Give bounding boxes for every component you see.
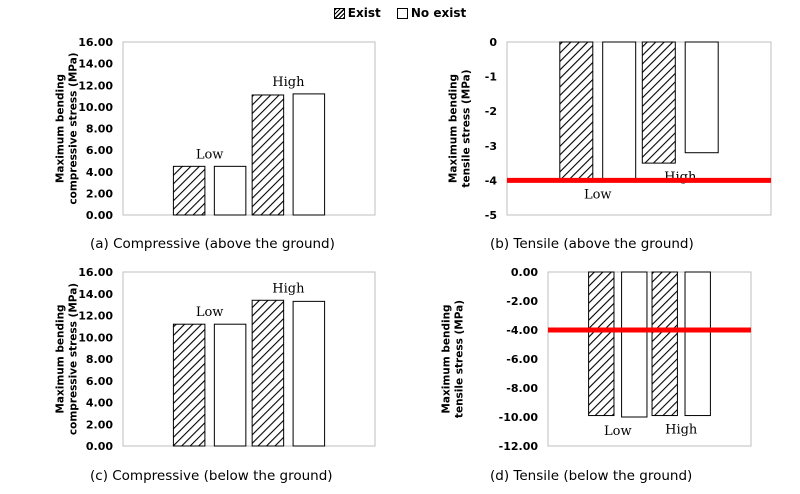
y-tick-label-d: -8.00 — [506, 382, 538, 395]
legend-swatch-plain — [396, 7, 408, 19]
caption-a: (a) Compressive (above the ground) — [90, 236, 335, 252]
y-tick-label-a: 4.00 — [86, 166, 113, 179]
legend-swatch-hatched — [333, 7, 345, 19]
bar-b-high-no-exist — [684, 41, 719, 154]
chart-panel-b: 0 -1 -2 -3 -4 -5 Maximum bendingtensile stress… — [448, 36, 772, 222]
y-tick-label-a: 14.00 — [78, 58, 113, 71]
y-tick-label-a: 0.00 — [86, 209, 113, 222]
bar-c-high-exist — [251, 299, 285, 447]
plot-area-b — [506, 41, 772, 216]
y-tick-label-c: 0.00 — [86, 440, 113, 453]
category-label-d-low: Low — [604, 424, 632, 439]
y-tick-label-a: 16.00 — [78, 36, 113, 49]
y-axis-label-c: Maximum bendingcompressive stress (MPa) — [55, 283, 80, 435]
legend-label-exist: Exist — [347, 6, 381, 20]
bar-a-low-no-exist — [213, 165, 247, 216]
y-axis-label-b: Maximum bendingtensile stress (MPa) — [448, 69, 473, 187]
y-tick-label-b: -5 — [485, 209, 497, 222]
y-axis-label-d: Maximum bendingtensile stress (MPa) — [441, 300, 466, 418]
y-tick-label-c: 16.00 — [78, 266, 113, 279]
y-tick-label-b: -2 — [485, 105, 497, 118]
y-tick-label-c: 4.00 — [86, 397, 113, 410]
category-label-c-high: High — [272, 281, 305, 296]
y-tick-label-d: 0.00 — [511, 266, 538, 279]
category-label-a-low: Low — [196, 147, 224, 162]
plot-area-d — [547, 271, 752, 447]
y-tick-label-b: -4 — [485, 174, 498, 187]
bar-d-high-exist — [651, 271, 678, 417]
bar-c-low-no-exist — [213, 323, 247, 447]
plot-area-c — [122, 271, 376, 447]
bar-a-high-no-exist — [292, 93, 326, 216]
category-label-a-high: High — [272, 75, 305, 90]
y-tick-label-c: 10.00 — [78, 331, 113, 344]
y-tick-label-a: 8.00 — [86, 123, 113, 136]
y-tick-label-a: 6.00 — [86, 144, 113, 157]
bar-a-low-exist — [172, 165, 206, 216]
legend-item-no-exist: No exist — [396, 6, 467, 20]
y-axis-label-a: Maximum bendingcompressive stress (MPa) — [55, 52, 80, 204]
caption-d: (d) Tensile (below the ground) — [490, 468, 693, 484]
legend-label-no-exist: No exist — [410, 6, 467, 20]
y-tick-label-b: -3 — [485, 140, 497, 153]
y-tick-label-c: 12.00 — [78, 310, 113, 323]
y-tick-label-c: 6.00 — [86, 375, 113, 388]
y-tick-label-c: 2.00 — [86, 418, 113, 431]
bar-a-high-exist — [251, 94, 285, 216]
y-tick-label-b: -1 — [485, 71, 497, 84]
y-tick-label-d: -2.00 — [506, 295, 538, 308]
y-tick-label-b: 0 — [489, 36, 497, 49]
y-tick-label-c: 14.00 — [78, 288, 113, 301]
caption-b: (b) Tensile (above the ground) — [490, 236, 694, 252]
y-tick-label-d: -12.00 — [499, 440, 539, 453]
y-tick-label-a: 12.00 — [78, 79, 113, 92]
caption-c: (c) Compressive (below the ground) — [90, 468, 333, 484]
chart-panel-c: 0.00 2.00 4.00 6.00 8.00 10.00 12.00 14.00 16.00… — [55, 266, 376, 453]
y-tick-label-a: 2.00 — [86, 187, 113, 200]
legend: Exist No exist — [0, 6, 800, 22]
legend-item-exist: Exist — [333, 6, 381, 20]
y-tick-label-d: -6.00 — [506, 353, 538, 366]
bar-d-low-exist — [588, 271, 615, 417]
bar-d-high-no-exist — [684, 271, 711, 417]
y-tick-label-a: 10.00 — [78, 101, 113, 114]
bar-c-low-exist — [172, 323, 206, 447]
category-label-b-low: Low — [584, 187, 612, 202]
chart-panel-d: 0.00 -2.00 -4.00 -6.00 -8.00 -10.00 -12.00 Maxi… — [441, 266, 752, 453]
category-label-d-high: High — [665, 423, 698, 438]
plot-area-a — [122, 41, 376, 216]
chart-panel-a: 0.00 2.00 4.00 6.00 8.00 10.00 12.00 14.00 16.00… — [55, 36, 376, 222]
bar-b-low-exist — [559, 41, 594, 181]
y-tick-label-d: -10.00 — [499, 411, 539, 424]
y-tick-label-d: -4.00 — [506, 324, 538, 337]
bar-c-high-no-exist — [292, 300, 326, 447]
category-label-c-low: Low — [196, 305, 224, 320]
y-tick-label-c: 8.00 — [86, 353, 113, 366]
bar-b-high-exist — [641, 41, 676, 164]
bar-b-low-no-exist — [602, 41, 637, 181]
bar-d-low-no-exist — [621, 271, 648, 418]
